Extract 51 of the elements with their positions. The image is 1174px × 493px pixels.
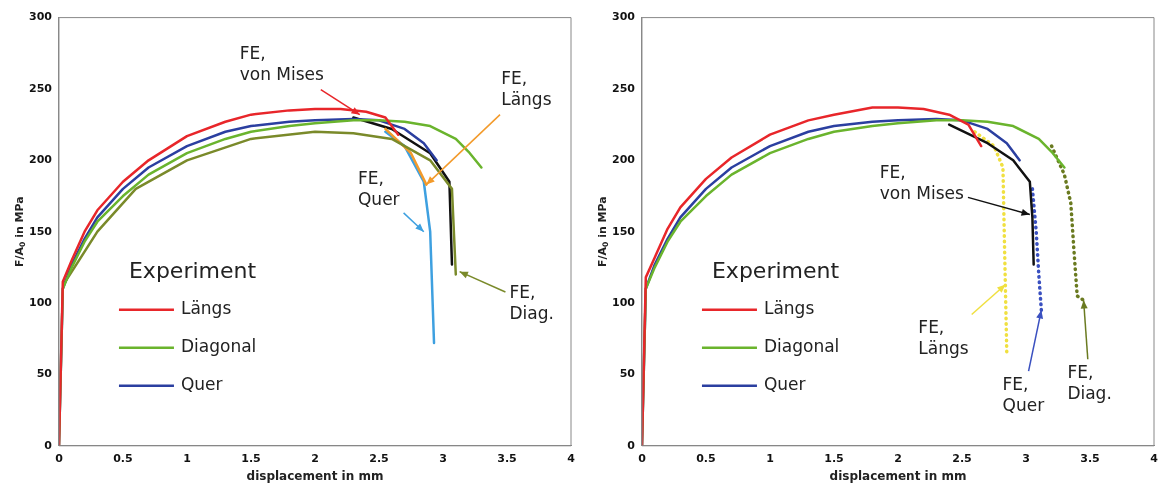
y-tick-label: 100 xyxy=(28,295,53,309)
x-tick-label: 0.5 xyxy=(113,452,133,466)
legend-label: Längs xyxy=(763,298,815,319)
x-tick-label: 2.5 xyxy=(369,452,389,466)
x-tick-label: 0.5 xyxy=(696,452,716,466)
x-tick-label: 1 xyxy=(183,452,191,466)
legend-label: Diagonal xyxy=(180,336,257,357)
annotation: FE, Längs xyxy=(501,67,552,109)
y-tick-label: 300 xyxy=(611,10,636,24)
x-tick-label: 4 xyxy=(567,452,576,466)
annotation: FE, von Mises xyxy=(879,162,965,204)
x-axis-title: displacement in mm xyxy=(246,469,384,484)
legend-label: Quer xyxy=(180,374,223,395)
annotation: FE, Quer xyxy=(1002,374,1045,416)
legend-label: Längs xyxy=(180,298,232,319)
y-tick-label: 0 xyxy=(627,438,636,452)
annotation: FE, Diag. xyxy=(1067,362,1112,404)
y-tick-label: 250 xyxy=(28,81,53,95)
annotation: FE, Längs xyxy=(918,317,969,359)
x-tick-label: 2.5 xyxy=(952,452,972,466)
annotation: FE, Diag. xyxy=(509,281,554,323)
annotation: FE, von Mises xyxy=(239,42,325,84)
x-axis-title: displacement in mm xyxy=(829,469,967,484)
x-tick-label: 2 xyxy=(311,452,319,466)
x-tick-label: 1.5 xyxy=(241,452,261,466)
y-tick-label: 200 xyxy=(28,153,53,167)
x-tick-label: 1 xyxy=(766,452,774,466)
x-tick-label: 0 xyxy=(55,452,64,466)
x-tick-label: 3.5 xyxy=(497,452,517,466)
x-tick-label: 2 xyxy=(894,452,902,466)
y-tick-label: 300 xyxy=(28,10,53,24)
x-tick-label: 3 xyxy=(1022,452,1030,466)
legend-label: Diagonal xyxy=(763,336,840,357)
x-tick-label: 4 xyxy=(1150,452,1159,466)
legend-title: Experiment xyxy=(128,257,257,283)
y-tick-label: 150 xyxy=(611,224,636,238)
y-tick-label: 100 xyxy=(611,295,636,309)
y-tick-label: 0 xyxy=(44,438,53,452)
y-tick-label: 50 xyxy=(619,367,636,381)
legend-title: Experiment xyxy=(711,257,840,283)
legend-label: Quer xyxy=(763,374,806,395)
x-tick-label: 1.5 xyxy=(824,452,844,466)
x-tick-label: 0 xyxy=(638,452,647,466)
annotation: FE, Quer xyxy=(357,167,400,209)
line-series xyxy=(973,130,1009,355)
y-tick-label: 200 xyxy=(611,153,636,167)
y-tick-label: 150 xyxy=(28,224,53,238)
y-tick-label: 250 xyxy=(611,81,636,95)
x-tick-label: 3.5 xyxy=(1080,452,1100,466)
x-tick-label: 3 xyxy=(439,452,447,466)
y-tick-label: 50 xyxy=(36,367,53,381)
